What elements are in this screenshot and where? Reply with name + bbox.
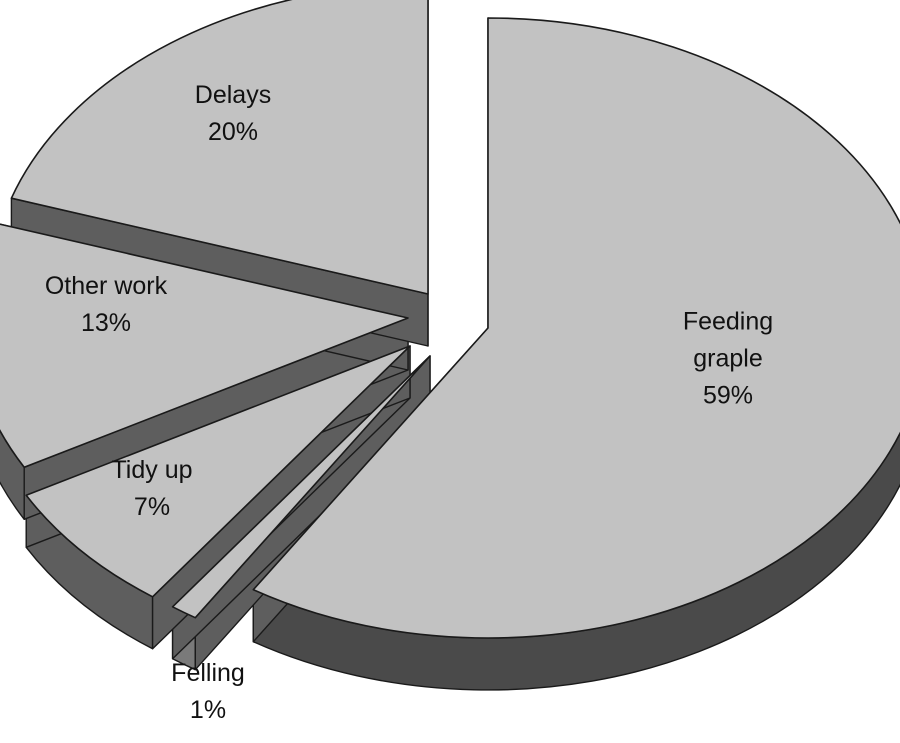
slice-percent-delays: 20% <box>208 118 258 146</box>
slice-label-feeding-graple: graple <box>693 345 763 373</box>
slice-delays <box>10 0 429 295</box>
slice-percent-feeding-graple: 59% <box>703 382 753 410</box>
slice-label-delays: Delays <box>195 81 271 109</box>
slice-label-feeding-graple: Feeding <box>683 308 773 336</box>
slice-label-felling: Felling <box>171 659 245 687</box>
slice-labels: Feeding graple 59% Felling 1% Tidy up 7% Other … <box>45 81 773 724</box>
slice-label-tidy-up: Tidy up <box>111 456 192 484</box>
slice-tops <box>0 0 900 639</box>
slice-percent-other-work: 13% <box>81 309 131 337</box>
slice-felling <box>171 355 431 619</box>
slice-tidy-up <box>25 345 411 598</box>
slice-other-work <box>0 223 409 469</box>
slice-label-other-work: Other work <box>45 272 168 300</box>
slice-percent-felling: 1% <box>190 696 226 724</box>
slice-side-other-work <box>0 429 25 520</box>
slice-feeding-graple <box>252 17 900 639</box>
slice-percent-tidy-up: 7% <box>134 493 170 521</box>
